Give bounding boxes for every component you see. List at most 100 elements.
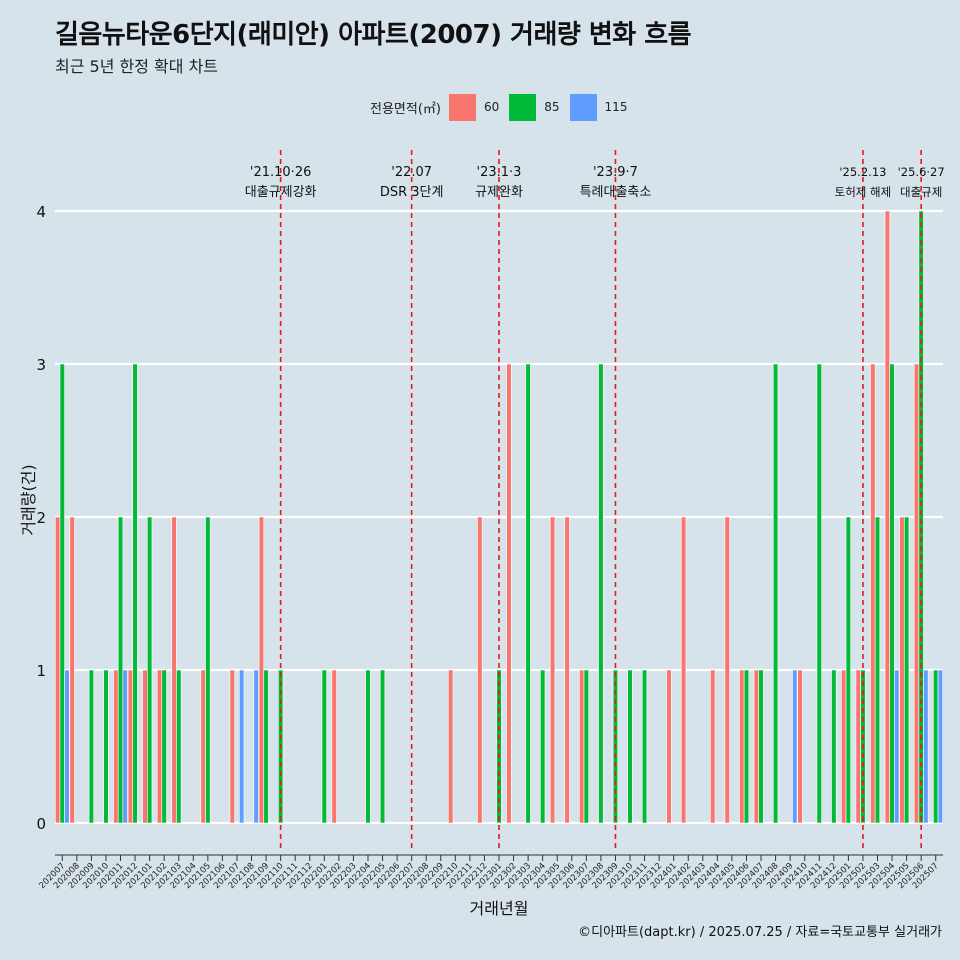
bar-60-202012 (127, 669, 134, 824)
event-date-202110: '21.10·26 (250, 165, 311, 180)
legend-title: 전용면적(㎡) (370, 101, 441, 117)
bar-85-202204 (365, 669, 371, 824)
event-label-202207: DSR 3단계 (380, 185, 444, 200)
bar-85-202412 (831, 669, 837, 824)
legend-swatch-60 (448, 93, 476, 121)
bar-85-202103 (176, 669, 182, 824)
event-label-202301: 규제완화 (475, 185, 523, 200)
bar-85-202205 (379, 669, 386, 824)
legend-label-115: 115 (604, 100, 628, 114)
bar-85-202303 (525, 363, 531, 824)
bar-60-202103 (171, 516, 177, 824)
bar-85-202012 (132, 363, 138, 824)
bar-60-202504 (884, 210, 891, 824)
bar-85-202504 (889, 363, 895, 824)
y-tick-label-3: 3 (36, 356, 46, 374)
legend-item-60: 60 (448, 93, 500, 121)
y-axis-title: 거래량(건) (19, 464, 38, 535)
legend-item-115: 115 (569, 93, 628, 121)
bar-115-202504 (894, 669, 900, 824)
bar-85-202506 (918, 210, 924, 824)
bar-85-202307 (583, 669, 589, 824)
bar-85-202308 (598, 363, 604, 824)
bar-85-202304 (540, 669, 546, 824)
bar-60-202404 (710, 669, 716, 824)
bar-115-202506 (923, 669, 929, 824)
bar-85-202408 (772, 363, 779, 824)
event-date-202301: '23.1·3 (477, 165, 522, 180)
bar-85-202011 (117, 516, 124, 824)
bar-60-202502 (855, 669, 861, 824)
bar-115-202107 (238, 669, 245, 824)
bar-60-202406 (739, 669, 745, 824)
legend-swatch-115 (569, 93, 597, 121)
y-tick-label-4: 4 (36, 203, 46, 221)
bar-115-202507 (937, 669, 944, 824)
event-label-202502: 토허제 해제 (835, 185, 892, 199)
bar-115-202007 (64, 669, 70, 824)
bar-60-202306 (564, 516, 570, 824)
bar-60-202007 (54, 516, 61, 824)
bar-85-202201 (321, 669, 327, 824)
event-date-202506: '25.6·27 (898, 165, 945, 179)
event-label-202309: 특례대출축소 (580, 185, 652, 200)
bar-60-202212 (477, 516, 483, 824)
event-date-202502: '25.2.13 (839, 165, 886, 179)
bar-60-202210 (448, 669, 454, 824)
y-tick-label-2: 2 (36, 509, 46, 527)
bar-85-202411 (816, 363, 822, 824)
bar-60-202401 (666, 669, 672, 824)
bar-60-202011 (113, 669, 119, 824)
bar-115-202409 (792, 669, 798, 824)
bar-60-202202 (331, 669, 337, 824)
bar-85-202406 (743, 669, 750, 824)
y-tick-label-0: 0 (36, 815, 46, 833)
bar-85-202102 (161, 669, 167, 824)
legend-item-85: 85 (509, 93, 560, 121)
bar-60-202305 (549, 516, 556, 824)
bar-60-202407 (753, 669, 760, 824)
legend-label-60: 60 (483, 100, 500, 114)
bar-60-202102 (156, 669, 163, 824)
chart-title: 길음뉴타운6단지(래미안) 아파트(2007) 거래량 변화 흐름 (55, 20, 692, 50)
bar-85-202101 (146, 516, 153, 824)
event-date-202309: '23.9·7 (593, 165, 638, 180)
bar-85-202311 (641, 669, 648, 824)
legend-label-85: 85 (544, 100, 560, 114)
event-date-202207: '22.07 (391, 165, 432, 180)
bar-85-202105 (205, 516, 211, 824)
bar-60-202506 (913, 363, 920, 824)
bar-85-202310 (627, 669, 633, 824)
bar-85-202009 (88, 669, 95, 824)
bar-85-202010 (103, 669, 109, 824)
bar-85-202501 (845, 516, 852, 824)
bar-60-202503 (870, 363, 876, 824)
bar-85-202505 (903, 516, 910, 824)
bar-60-202501 (841, 669, 847, 824)
bar-60-202307 (579, 669, 585, 824)
legend-swatch-85 (509, 93, 537, 121)
event-label-202506: 대출규제 (900, 185, 942, 199)
bar-85-202503 (874, 516, 881, 824)
bar-60-202101 (142, 669, 148, 824)
source-caption: ©디아파트(dapt.kr) / 2025.07.25 / 자료=국토교통부 실… (578, 925, 942, 940)
bar-60-202505 (899, 516, 905, 824)
legend: 전용면적(㎡) 60 85 115 (370, 92, 637, 122)
y-tick-label-1: 1 (36, 662, 46, 680)
bar-85-202109 (263, 669, 269, 824)
bar-60-202109 (258, 516, 265, 824)
bar-60-202008 (69, 516, 75, 824)
bar-85-202407 (758, 669, 764, 824)
bar-60-202402 (680, 516, 687, 824)
event-label-202110: 대출규제강화 (245, 185, 317, 200)
bar-60-202107 (229, 669, 235, 824)
bar-60-202405 (724, 516, 730, 824)
x-axis-title: 거래년월 (470, 899, 529, 918)
bar-60-202410 (797, 669, 803, 824)
bar-85-202007 (59, 363, 65, 824)
bar-115-202011 (122, 669, 128, 824)
bar-60-202105 (200, 669, 206, 824)
chart-subtitle: 최근 5년 한정 확대 차트 (55, 57, 219, 76)
bar-60-202302 (506, 363, 512, 824)
